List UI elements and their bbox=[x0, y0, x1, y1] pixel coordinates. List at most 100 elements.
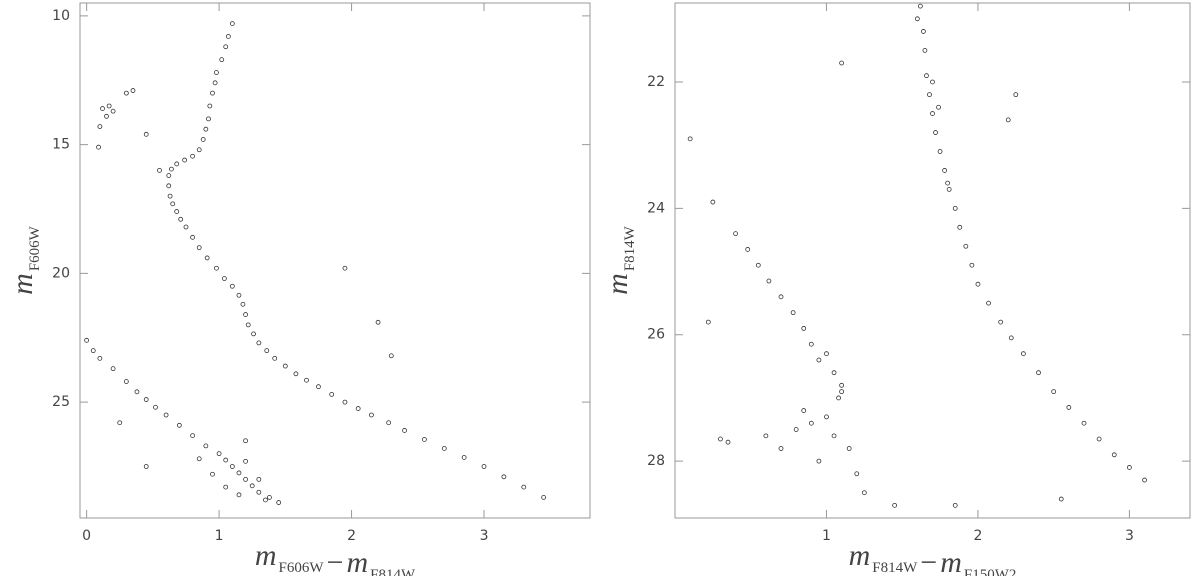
data-point bbox=[203, 443, 209, 449]
data-point bbox=[104, 113, 109, 119]
data-point bbox=[930, 111, 935, 116]
data-point bbox=[790, 310, 796, 316]
label-part: m bbox=[940, 546, 962, 576]
data-point bbox=[166, 173, 172, 178]
data-point bbox=[174, 209, 180, 214]
data-point bbox=[930, 79, 935, 85]
data-point bbox=[854, 471, 860, 477]
data-point bbox=[123, 379, 129, 384]
data-point bbox=[143, 397, 149, 402]
x-tick-label: 2 bbox=[973, 528, 982, 544]
data-point bbox=[342, 265, 348, 271]
data-point bbox=[824, 351, 829, 357]
data-point bbox=[541, 494, 547, 500]
data-point bbox=[84, 337, 90, 343]
data-point bbox=[304, 377, 309, 383]
data-point bbox=[110, 108, 116, 114]
plot-frame bbox=[674, 2, 1191, 519]
data-point bbox=[969, 262, 975, 268]
data-point bbox=[157, 167, 162, 173]
data-point bbox=[219, 57, 225, 63]
data-point bbox=[952, 502, 958, 508]
axis-label: m F606W bbox=[6, 225, 43, 295]
data-point bbox=[946, 187, 952, 192]
data-point bbox=[355, 406, 361, 411]
data-point bbox=[200, 137, 206, 142]
label-part: m bbox=[255, 539, 277, 572]
data-point bbox=[240, 301, 246, 307]
data-point bbox=[710, 199, 716, 205]
data-point bbox=[1005, 117, 1011, 123]
data-point bbox=[196, 245, 202, 251]
data-point bbox=[937, 149, 943, 154]
data-point bbox=[1142, 477, 1147, 483]
data-point bbox=[461, 455, 467, 460]
data-point bbox=[963, 243, 969, 249]
data-point bbox=[801, 408, 807, 413]
data-point bbox=[831, 370, 837, 376]
label-part: − bbox=[327, 546, 344, 576]
y-tick-label: 28 bbox=[647, 453, 665, 469]
data-point bbox=[831, 433, 837, 439]
data-point bbox=[203, 126, 209, 132]
axis-label: m F814W − m F150W2 bbox=[849, 539, 1017, 576]
data-point bbox=[293, 371, 299, 377]
data-point bbox=[229, 283, 235, 289]
data-point bbox=[130, 88, 136, 93]
data-point bbox=[942, 168, 948, 173]
x-tick-label: 1 bbox=[822, 528, 831, 544]
data-point bbox=[97, 355, 103, 361]
data-point bbox=[206, 116, 211, 122]
data-point bbox=[236, 292, 242, 298]
data-point bbox=[388, 353, 394, 359]
data-point bbox=[836, 395, 841, 401]
data-point bbox=[143, 464, 149, 469]
data-point bbox=[243, 312, 248, 317]
data-point bbox=[1058, 496, 1064, 502]
data-point bbox=[245, 322, 251, 328]
data-point bbox=[196, 147, 202, 153]
data-point bbox=[96, 144, 101, 150]
data-point bbox=[839, 382, 845, 388]
data-point bbox=[243, 476, 248, 482]
data-point bbox=[204, 255, 210, 261]
data-point bbox=[733, 231, 738, 237]
data-point bbox=[766, 278, 772, 284]
data-point bbox=[163, 412, 169, 418]
data-point bbox=[176, 422, 182, 428]
data-point bbox=[106, 103, 112, 109]
data-point bbox=[687, 136, 693, 142]
data-point bbox=[256, 476, 262, 482]
data-point bbox=[521, 484, 527, 490]
data-point bbox=[386, 420, 392, 426]
data-point bbox=[975, 281, 981, 287]
data-point bbox=[267, 494, 272, 500]
data-point bbox=[225, 34, 231, 39]
data-point bbox=[441, 446, 447, 451]
data-point bbox=[174, 161, 180, 167]
data-point bbox=[190, 234, 195, 240]
y-tick-label: 10 bbox=[52, 8, 70, 24]
data-point bbox=[917, 3, 923, 9]
data-point bbox=[1127, 465, 1132, 470]
label-subscript: F814W bbox=[370, 567, 416, 576]
data-point bbox=[808, 420, 814, 426]
data-point bbox=[816, 458, 822, 464]
data-point bbox=[755, 262, 761, 268]
label-part: m bbox=[346, 546, 368, 576]
data-point bbox=[1081, 420, 1087, 426]
label-part: − bbox=[920, 546, 937, 576]
label-subscript: F606W bbox=[279, 560, 325, 576]
data-point bbox=[97, 124, 103, 129]
data-point bbox=[936, 104, 941, 110]
data-point bbox=[1096, 436, 1102, 442]
data-point bbox=[725, 439, 731, 445]
data-point bbox=[933, 130, 938, 135]
data-point bbox=[236, 470, 242, 476]
y-tick-label: 15 bbox=[52, 137, 70, 153]
data-point bbox=[212, 80, 218, 86]
data-point bbox=[264, 348, 270, 354]
data-point bbox=[745, 247, 751, 252]
